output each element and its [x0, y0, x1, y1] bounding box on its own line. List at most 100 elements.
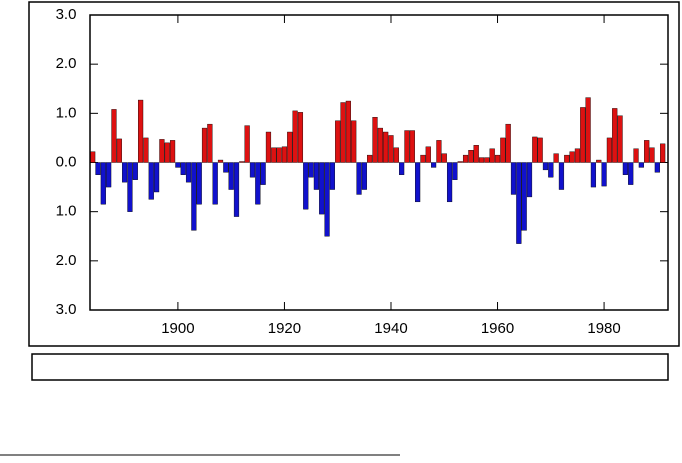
- outer-frame: [28, 1, 680, 347]
- bar: [633, 148, 639, 163]
- bar: [138, 99, 144, 163]
- bar: [564, 154, 570, 163]
- bar: [462, 154, 469, 163]
- plot-frame: [89, 14, 669, 311]
- bar: [457, 161, 463, 163]
- bar: [319, 162, 325, 215]
- bar: [622, 162, 628, 175]
- bar: [249, 162, 256, 178]
- bar: [484, 157, 490, 163]
- x-tick-label: 1980: [587, 320, 620, 337]
- bar: [324, 162, 330, 237]
- bar: [196, 162, 202, 205]
- bar: [164, 142, 170, 163]
- bar: [201, 127, 208, 163]
- y-tick-label: 1.0: [56, 203, 77, 220]
- bar: [612, 108, 618, 163]
- bar: [255, 162, 261, 205]
- bar: [287, 131, 293, 163]
- bar: [521, 162, 527, 231]
- bar: [90, 151, 96, 163]
- bar: [276, 147, 282, 163]
- bar: [388, 135, 394, 163]
- bar: [553, 153, 559, 163]
- bar: [660, 143, 666, 163]
- bar: [420, 154, 426, 163]
- bar: [169, 140, 176, 163]
- bar: [510, 162, 517, 195]
- bar: [372, 117, 378, 163]
- bar: [313, 162, 320, 190]
- bar: [596, 159, 602, 163]
- x-tick-label: 1940: [374, 320, 407, 337]
- bar: [431, 162, 437, 168]
- bar: [153, 162, 160, 193]
- bar: [111, 109, 117, 163]
- bar: [558, 162, 565, 190]
- bar: [329, 162, 335, 190]
- bar: [292, 110, 298, 163]
- bar: [516, 162, 522, 244]
- bar: [335, 120, 341, 163]
- bar: [638, 162, 644, 168]
- y-tick-label: 2.0: [56, 252, 77, 269]
- bar: [446, 162, 453, 203]
- bar: [100, 162, 106, 205]
- bar: [271, 147, 277, 163]
- bar: [425, 146, 431, 163]
- bar: [228, 162, 234, 190]
- bar: [601, 162, 607, 187]
- bar: [207, 123, 213, 163]
- bar: [574, 148, 581, 163]
- bar: [468, 150, 474, 163]
- bar: [526, 162, 533, 198]
- bar: [180, 162, 186, 175]
- x-tick-label: 1900: [161, 320, 194, 337]
- bar: [548, 162, 554, 178]
- bar: [393, 147, 399, 163]
- bar: [532, 136, 538, 163]
- y-tick-label: 2.0: [56, 55, 77, 72]
- bar: [223, 162, 229, 173]
- y-tick-label: 3.0: [56, 301, 77, 318]
- bar: [132, 162, 138, 180]
- bar: [606, 137, 612, 163]
- bar: [95, 162, 101, 175]
- bar: [260, 162, 266, 185]
- bar: [585, 97, 591, 163]
- bar: [399, 162, 405, 175]
- x-tick-label: 1960: [481, 320, 514, 337]
- bar: [233, 162, 240, 217]
- bar: [281, 146, 288, 163]
- bar: [580, 107, 586, 163]
- bar: [590, 162, 597, 188]
- bar: [148, 162, 154, 200]
- bar: [191, 162, 197, 231]
- bar: [239, 161, 245, 163]
- bar: [415, 162, 421, 203]
- bar: [340, 102, 346, 163]
- empty-box: [31, 353, 669, 381]
- bar: [436, 140, 442, 163]
- bar: [106, 162, 112, 188]
- y-tick-label: 0.0: [56, 153, 77, 170]
- bar: [297, 112, 304, 163]
- bar: [478, 157, 485, 163]
- bar: [489, 148, 495, 163]
- bar: [244, 125, 250, 163]
- bar: [185, 162, 192, 183]
- y-tick-label: 3.0: [56, 6, 77, 23]
- bar: [116, 138, 122, 163]
- bar: [542, 162, 549, 171]
- bar: [212, 162, 218, 205]
- bar: [628, 162, 634, 185]
- bar: [569, 151, 575, 163]
- bar: [143, 137, 149, 163]
- bar: [404, 130, 410, 163]
- bar: [409, 130, 415, 163]
- bar: [644, 140, 650, 163]
- bar: [452, 162, 458, 180]
- x-tick-label: 1920: [268, 320, 301, 337]
- bar: [356, 162, 362, 195]
